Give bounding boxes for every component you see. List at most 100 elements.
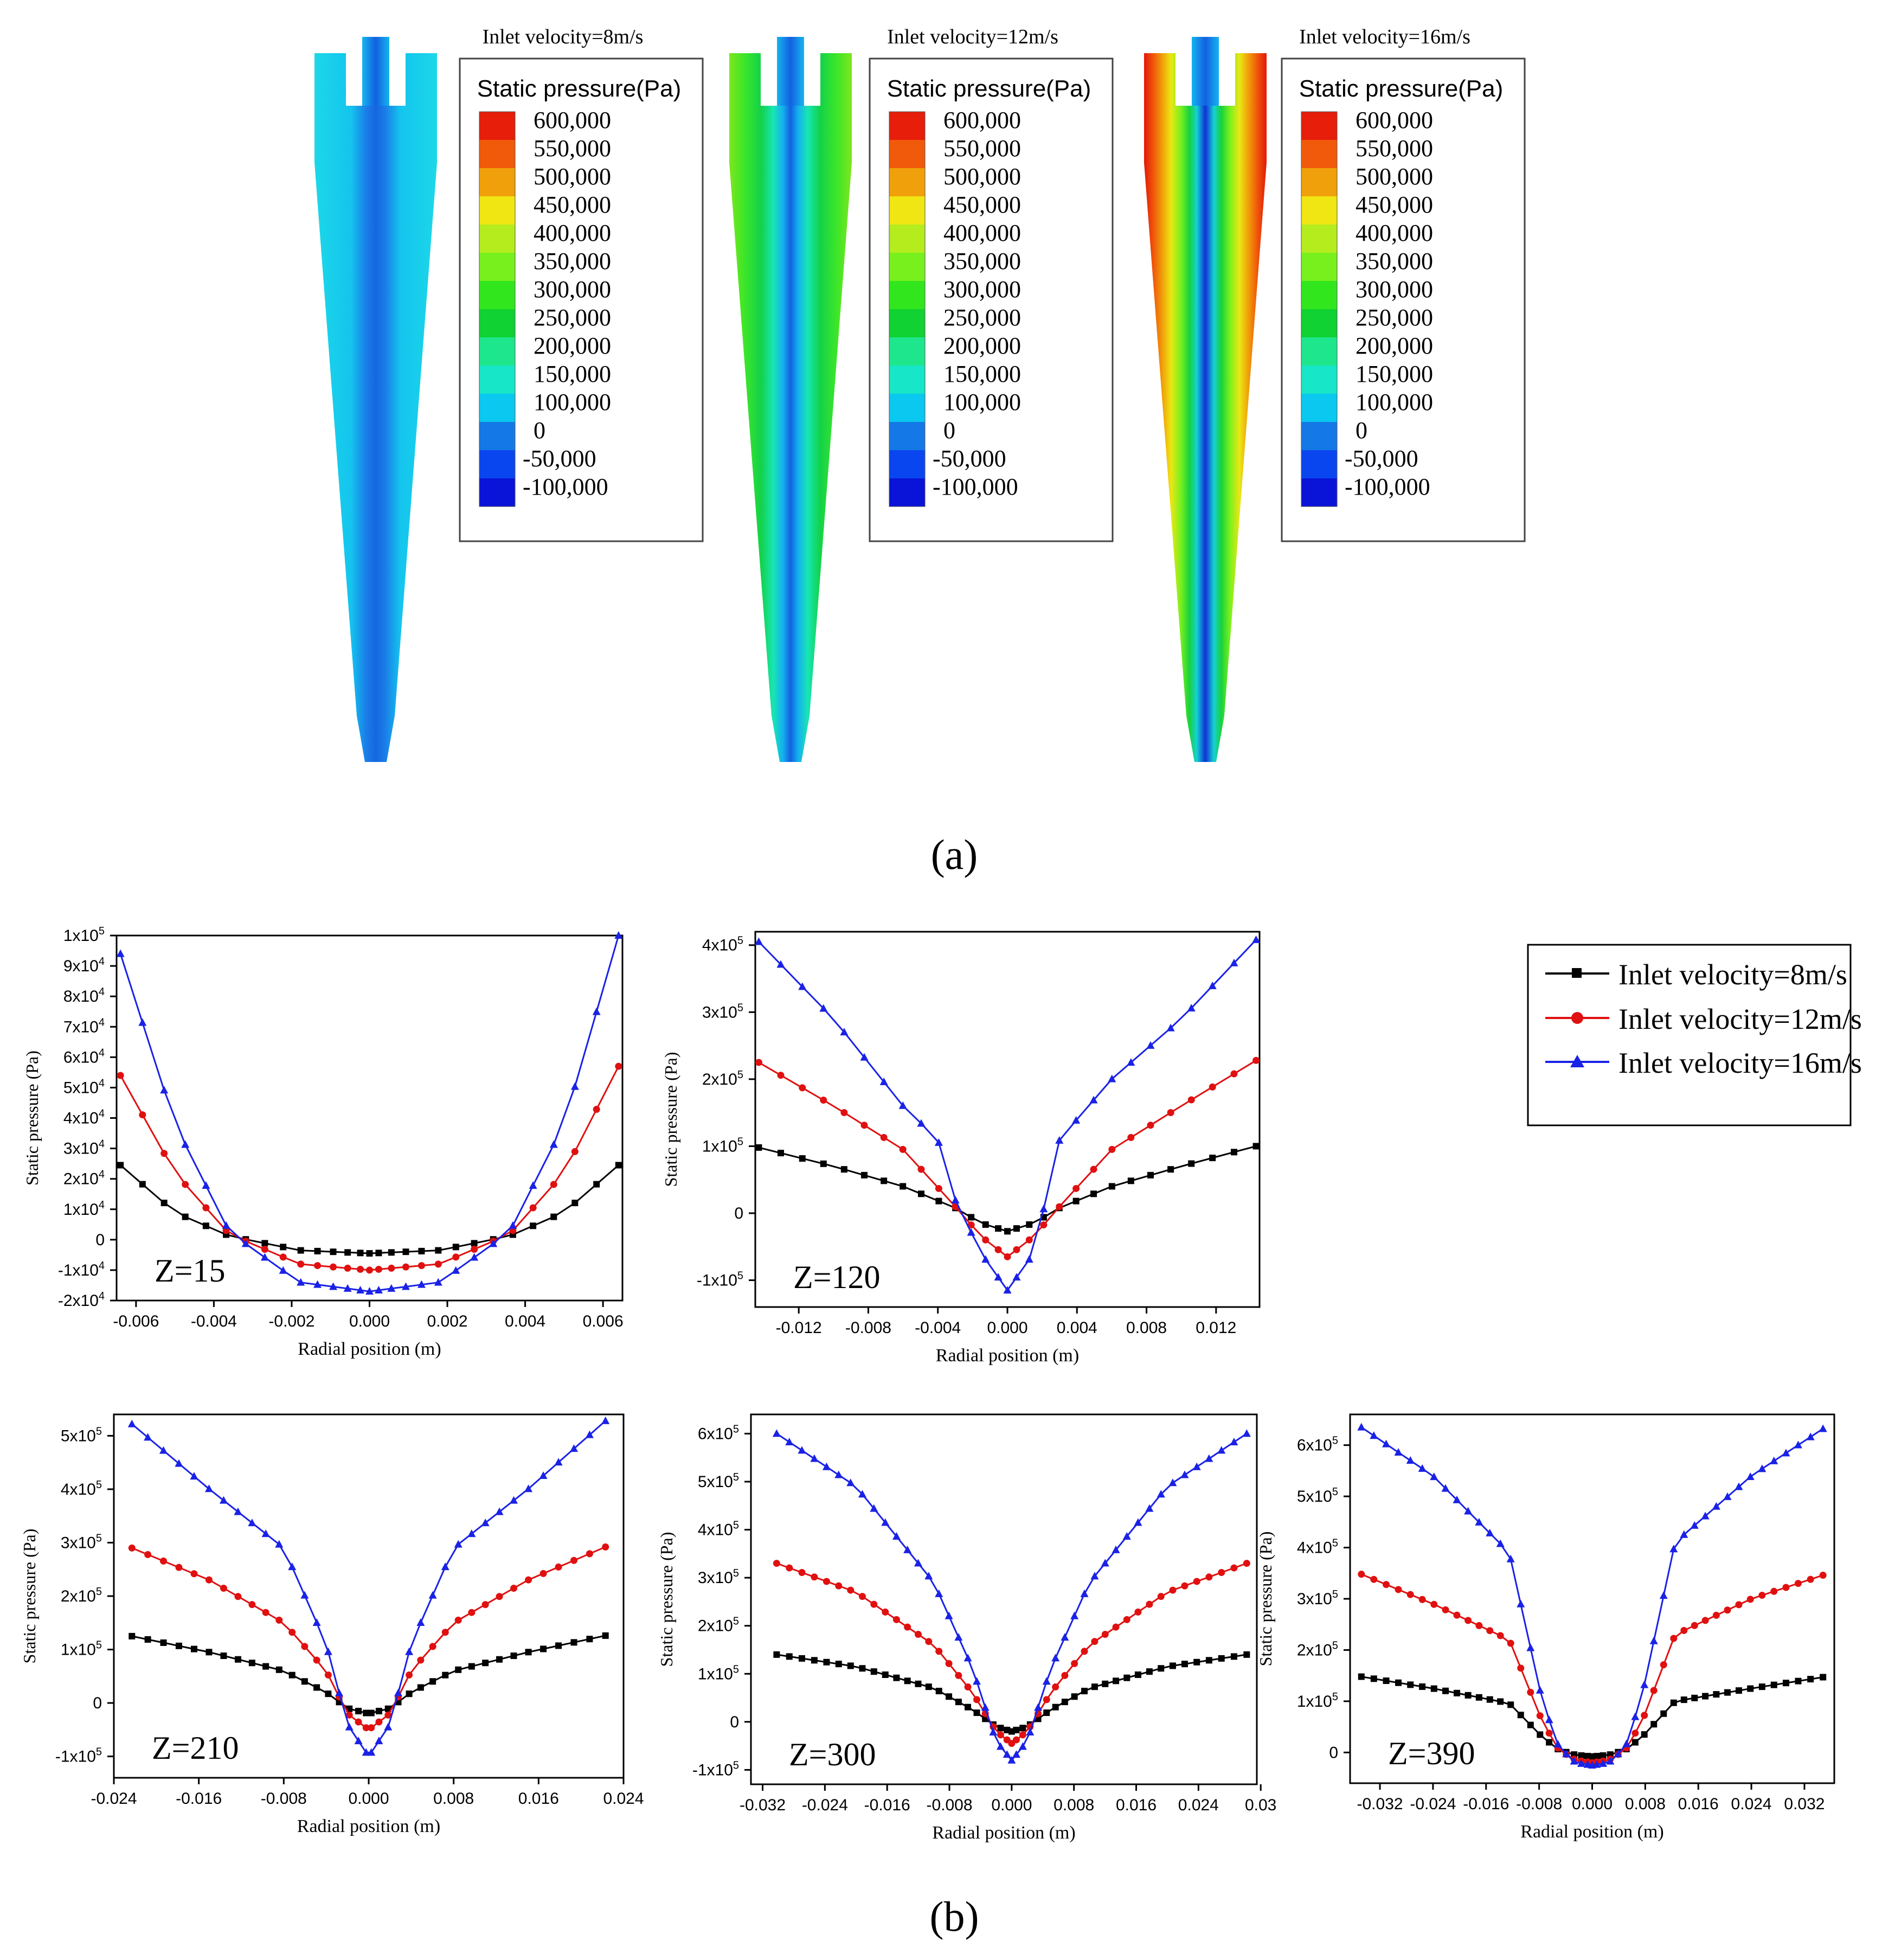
data-point xyxy=(822,1462,831,1470)
data-point xyxy=(1168,1478,1177,1487)
data-point xyxy=(375,1708,382,1715)
scale-swatch xyxy=(889,394,925,422)
data-point xyxy=(1218,1568,1225,1576)
y-tick-label: -1x105 xyxy=(692,1759,739,1779)
data-point xyxy=(280,1244,287,1251)
scale-label: 100,000 xyxy=(943,389,1021,415)
series-legend: Inlet velocity=8m/s Inlet velocity=12m/s… xyxy=(1527,944,1862,1126)
data-point xyxy=(925,1683,932,1690)
data-point xyxy=(1735,1601,1743,1609)
scale-label: 550,000 xyxy=(943,135,1021,162)
data-point xyxy=(1019,1731,1026,1739)
scale-label: 200,000 xyxy=(943,332,1021,359)
scale-swatch xyxy=(479,309,515,337)
scale-label: 0 xyxy=(943,417,955,444)
data-point xyxy=(1506,1554,1515,1562)
data-point xyxy=(835,1582,843,1590)
data-point xyxy=(355,1718,362,1726)
data-point xyxy=(798,1655,805,1662)
scale-swatch xyxy=(479,450,515,478)
scale-swatch xyxy=(479,281,515,309)
data-point xyxy=(345,1711,353,1719)
data-point xyxy=(175,1564,183,1571)
data-point xyxy=(368,1724,375,1732)
series-path xyxy=(776,1433,1248,1762)
data-point xyxy=(489,1239,498,1247)
data-point xyxy=(1419,1683,1426,1690)
data-point xyxy=(355,1708,362,1715)
y-tick-label: 8x104 xyxy=(63,986,105,1005)
data-point xyxy=(1794,1440,1802,1449)
data-point xyxy=(840,1166,847,1173)
y-tick-label: 0 xyxy=(1329,1744,1338,1762)
data-point xyxy=(881,1177,888,1184)
data-point xyxy=(434,1278,442,1286)
data-point xyxy=(117,1072,124,1079)
data-point xyxy=(1072,1197,1080,1205)
scale-label: -50,000 xyxy=(523,445,596,472)
scale-swatch xyxy=(1301,450,1337,478)
y-tick-label: -1x105 xyxy=(697,1270,743,1290)
plot-frame xyxy=(750,1413,1258,1785)
data-point xyxy=(1669,1545,1678,1553)
data-point xyxy=(202,1204,210,1212)
data-point xyxy=(1089,1096,1098,1104)
x-tick-label: 0.008 xyxy=(433,1790,474,1808)
data-point xyxy=(1101,1559,1109,1567)
data-point xyxy=(539,1471,548,1479)
data-point xyxy=(1218,1655,1225,1662)
scale-label: 400,000 xyxy=(534,220,611,246)
scale-swatch xyxy=(1301,253,1337,281)
scale-swatch xyxy=(1301,225,1337,253)
data-point xyxy=(402,1263,409,1271)
scale-swatch xyxy=(479,225,515,253)
data-point xyxy=(441,1629,449,1636)
data-point xyxy=(1242,1429,1251,1437)
data-point xyxy=(858,1490,866,1498)
data-point xyxy=(1012,1750,1020,1758)
data-point xyxy=(1042,1677,1051,1685)
data-point xyxy=(1701,1617,1709,1624)
data-point xyxy=(1526,1643,1535,1651)
data-point xyxy=(313,1280,322,1288)
scale-label: 450,000 xyxy=(534,191,611,218)
data-point xyxy=(1026,1221,1033,1228)
data-point xyxy=(1486,1627,1494,1635)
data-point xyxy=(1430,1600,1438,1608)
x-axis-label: Radial position (m) xyxy=(932,1823,1075,1843)
data-point xyxy=(406,1690,413,1698)
series-path xyxy=(776,1654,1247,1733)
data-point xyxy=(555,1642,562,1649)
data-point xyxy=(935,1184,942,1192)
y-tick-label: 4x105 xyxy=(698,1520,739,1539)
data-point xyxy=(1358,1571,1365,1578)
data-point xyxy=(1123,1616,1130,1623)
data-point xyxy=(965,1703,972,1711)
data-point xyxy=(138,1018,147,1026)
scale-swatch xyxy=(889,422,925,450)
data-point xyxy=(1442,1687,1449,1694)
data-point xyxy=(1003,1286,1012,1294)
data-point xyxy=(388,1264,395,1272)
hydrocyclone-body xyxy=(729,53,852,762)
x-axis-label: Radial position (m) xyxy=(298,1339,441,1359)
data-point xyxy=(452,1266,460,1274)
scale-label: 400,000 xyxy=(1356,220,1433,246)
data-point xyxy=(1724,1689,1731,1696)
x-tick-label: -0.024 xyxy=(91,1790,137,1808)
data-point xyxy=(1080,1589,1089,1597)
data-point xyxy=(1622,1739,1631,1747)
data-point xyxy=(1593,1753,1600,1760)
vortex-finder xyxy=(1192,37,1219,106)
data-point xyxy=(835,1661,842,1668)
data-point xyxy=(417,1684,424,1691)
vortex-finder xyxy=(362,37,389,106)
scale-label: 250,000 xyxy=(943,304,1021,331)
scale-swatch xyxy=(1301,140,1337,168)
data-point xyxy=(1090,1190,1097,1197)
data-point xyxy=(1091,1683,1098,1690)
data-point xyxy=(454,1540,462,1548)
data-point xyxy=(539,1570,547,1577)
data-point xyxy=(1081,1688,1088,1695)
y-tick-label: 1x104 xyxy=(63,1199,105,1219)
